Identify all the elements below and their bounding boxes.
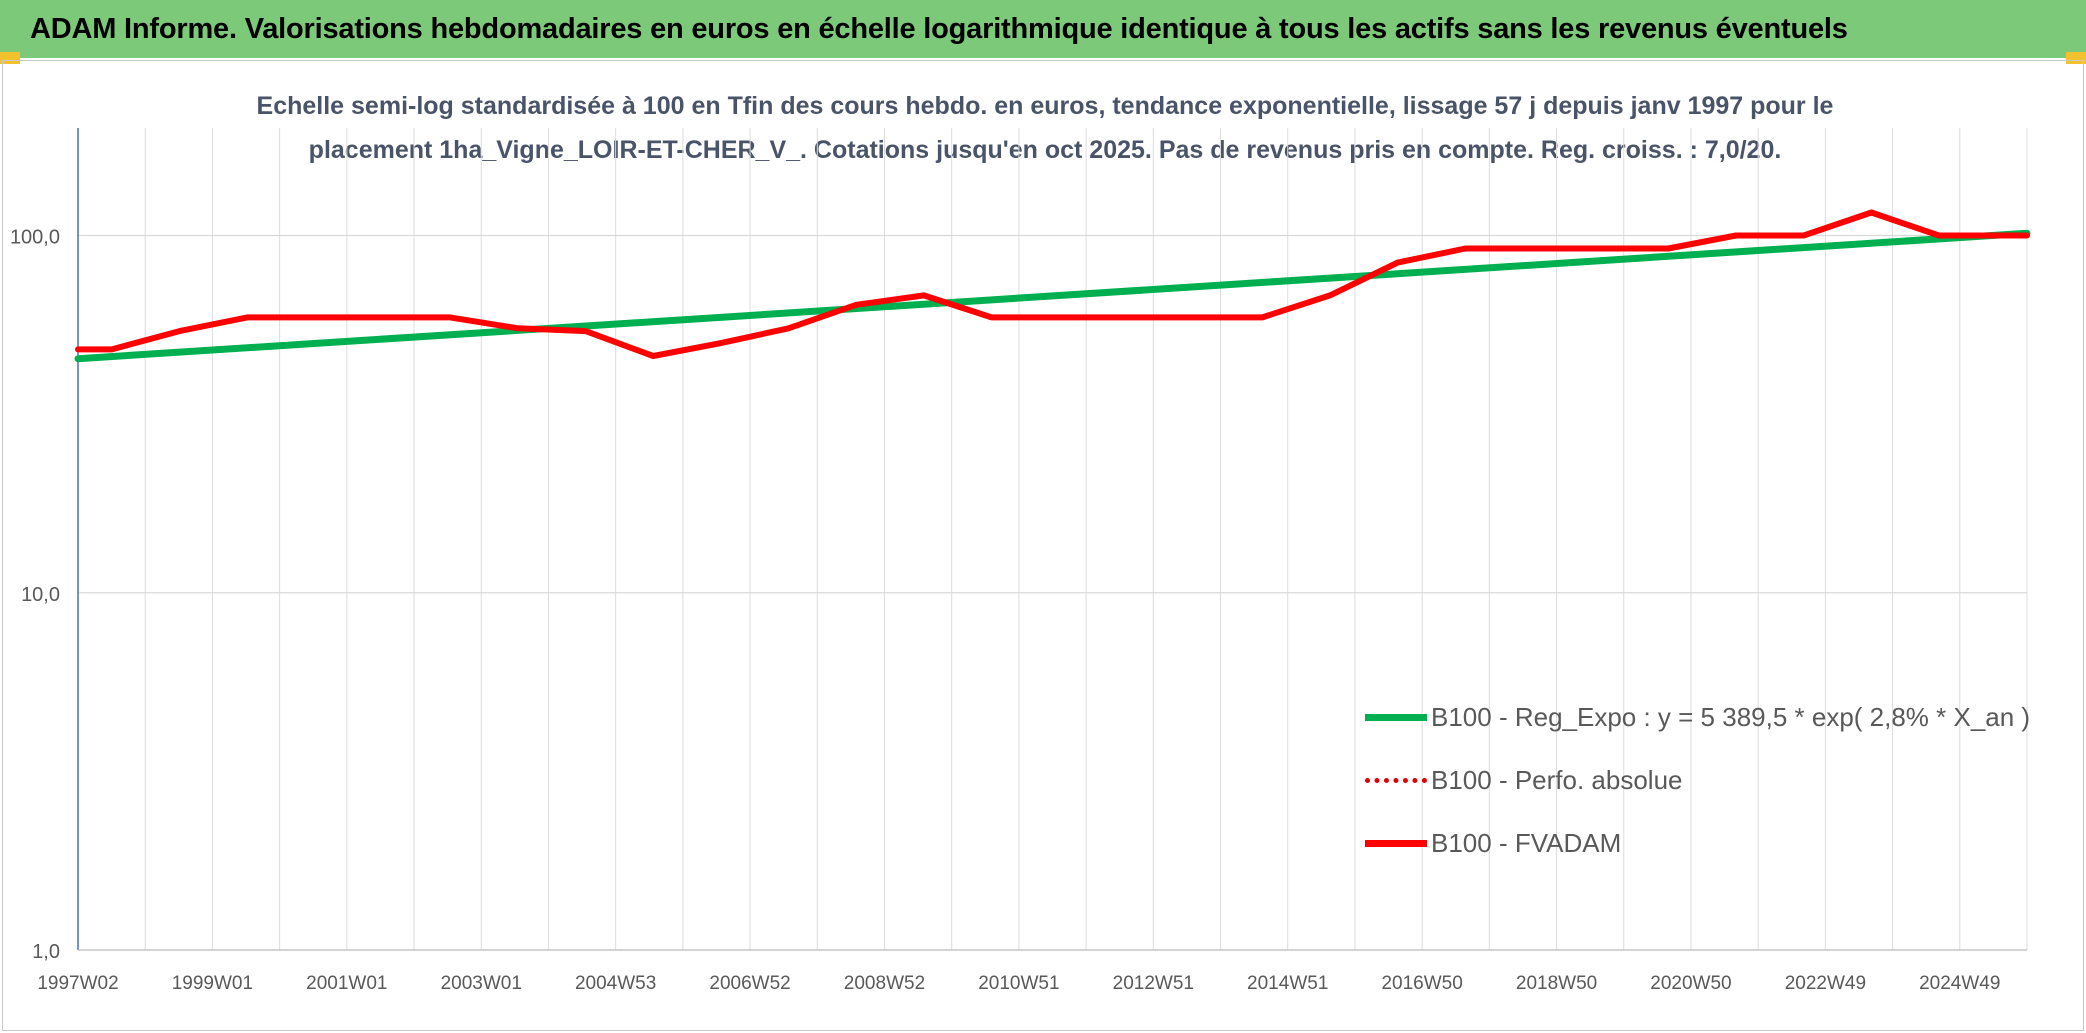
series-line-regression — [74, 229, 2031, 363]
x-tick-label: 2012W51 — [1113, 973, 1194, 994]
x-tick-label: 1999W01 — [172, 973, 253, 994]
x-tick-label: 2016W50 — [1381, 973, 1462, 994]
x-tick-label: 2022W49 — [1785, 973, 1866, 994]
x-tick-label: 2001W01 — [306, 973, 387, 994]
report-banner: ADAM Informe. Valorisations hebdomadaire… — [0, 0, 2086, 58]
x-tick-label: 2004W53 — [575, 973, 656, 994]
x-tick-label: 2008W52 — [844, 973, 925, 994]
legend-item-fvadam: B100 - FVADAM — [1365, 812, 2065, 875]
chart-title-line-2: placement 1ha_Vigne_LOIR-ET-CHER_V_. Cot… — [308, 136, 1782, 164]
legend-item-perf: B100 - Perfo. absolue — [1365, 749, 2065, 812]
y-tick-label: 10,0 — [21, 584, 60, 606]
x-tick-label: 2006W52 — [709, 973, 790, 994]
legend-swatch-regression — [1365, 714, 1427, 721]
y-tick-label: 100,0 — [10, 227, 60, 249]
y-tick-label: 1,0 — [32, 941, 60, 963]
legend-label-perf: B100 - Perfo. absolue — [1431, 765, 1683, 795]
legend-label-fvadam: B100 - FVADAM — [1431, 828, 1622, 858]
series-line-fvadam — [75, 209, 2030, 359]
corner-marker-left — [0, 52, 20, 64]
chart-legend: B100 - Reg_Expo : y = 5 389,5 * exp( 2,8… — [1365, 686, 2065, 875]
legend-label-regression: B100 - Reg_Expo : y = 5 389,5 * exp( 2,8… — [1431, 702, 2031, 732]
x-tick-label: 2010W51 — [978, 973, 1059, 994]
report-title: ADAM Informe. Valorisations hebdomadaire… — [30, 12, 1848, 45]
x-tick-label: 2020W50 — [1650, 973, 1731, 994]
legend-item-regression: B100 - Reg_Expo : y = 5 389,5 * exp( 2,8… — [1365, 686, 2065, 749]
x-tick-label: 1997W02 — [37, 973, 118, 994]
chart-title: Echelle semi-log standardisée à 100 en T… — [230, 84, 1860, 172]
x-tick-label: 2024W49 — [1919, 973, 2000, 994]
x-tick-label: 2003W01 — [441, 973, 522, 994]
legend-swatch-fvadam — [1365, 840, 1427, 847]
x-tick-label: 2018W50 — [1516, 973, 1597, 994]
chart-title-line-1: Echelle semi-log standardisée à 100 en T… — [256, 92, 1834, 120]
chart-frame — [2, 60, 2084, 1031]
legend-swatch-perf — [1365, 778, 1427, 783]
corner-marker-right — [2066, 52, 2086, 64]
x-tick-label: 2014W51 — [1247, 973, 1328, 994]
